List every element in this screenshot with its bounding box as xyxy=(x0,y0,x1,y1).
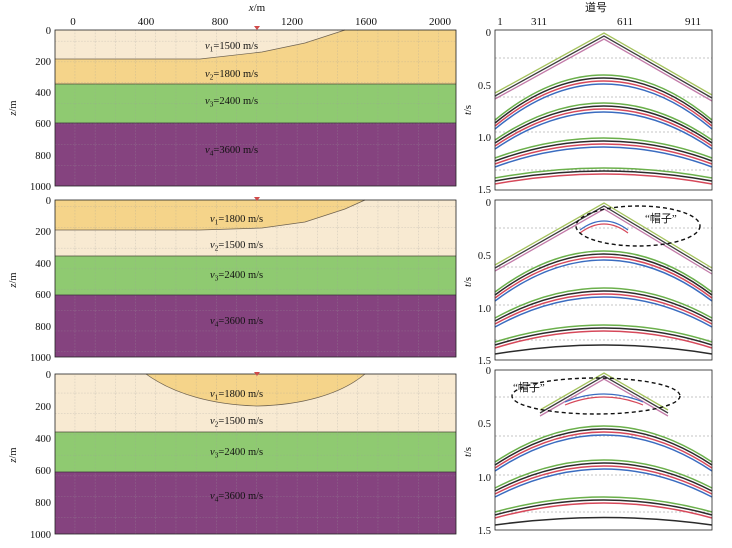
time-tick-label: 0 xyxy=(486,198,491,209)
velocity-label: v2=1500 m/s xyxy=(210,240,263,253)
depth-tick-label: 1000 xyxy=(30,530,51,541)
direct-wave xyxy=(494,32,713,102)
trace-tick-label: 911 xyxy=(685,16,701,28)
frame xyxy=(494,369,713,531)
hat-outline xyxy=(575,205,701,247)
x-axis-title: x/m xyxy=(248,2,266,14)
reflection-events xyxy=(494,425,713,526)
depth-tick-label: 200 xyxy=(35,57,51,68)
depth-tick-label: 400 xyxy=(35,88,51,99)
velocity-label: v3=2400 m/s xyxy=(210,270,263,283)
depth-tick-label: 600 xyxy=(35,290,51,301)
time-axis: 0 0.5 1.0 1.5 t/s xyxy=(463,28,491,196)
grid xyxy=(55,200,456,357)
velocity-label: v2=1800 m/s xyxy=(205,69,258,82)
depth-tick-label: 1000 xyxy=(30,182,51,193)
x-axis-top: x/m 0 400 800 1200 1600 2000 xyxy=(70,2,451,28)
depth-axis-title: z/m xyxy=(8,447,19,463)
velocity-model-1: v1=1500 m/s v2=1800 m/s v3=2400 m/s v4=3… xyxy=(8,26,457,193)
depth-tick-label: 200 xyxy=(35,402,51,413)
frame xyxy=(494,29,713,191)
trace-tick-label: 611 xyxy=(617,16,633,28)
x-tick-label: 1600 xyxy=(355,16,378,28)
depth-tick-label: 800 xyxy=(35,151,51,162)
seismogram-1: 0 0.5 1.0 1.5 t/s xyxy=(463,28,713,196)
time-tick-label: 1.5 xyxy=(478,356,491,367)
x-tick-label: 2000 xyxy=(429,16,452,28)
trace-tick-label: 311 xyxy=(531,16,547,28)
depth-axis: 0 200 400 600 800 1000 z/m xyxy=(8,26,51,193)
depth-tick-label: 800 xyxy=(35,322,51,333)
depth-tick-label: 600 xyxy=(35,119,51,130)
depth-axis: 0 200 400 600 800 1000 z/m xyxy=(8,196,51,364)
hat-outline xyxy=(511,377,681,415)
time-tick-label: 1.0 xyxy=(478,133,491,144)
frame xyxy=(54,29,457,187)
time-tick-label: 1.5 xyxy=(478,185,491,196)
time-tick-label: 1.0 xyxy=(478,304,491,315)
time-tick-label: 1.5 xyxy=(478,526,491,537)
time-tick-label: 0.5 xyxy=(478,81,491,92)
trace-axis-title: 道号 xyxy=(585,0,607,14)
velocity-label: v2=1500 m/s xyxy=(210,416,263,429)
velocity-label: v4=3600 m/s xyxy=(210,316,263,329)
depth-tick-label: 200 xyxy=(35,227,51,238)
depth-tick-label: 0 xyxy=(46,26,51,37)
direct-wave xyxy=(539,372,669,417)
hat-label: “帽子” xyxy=(513,381,545,394)
depth-tick-label: 400 xyxy=(35,259,51,270)
source-marker xyxy=(254,26,260,30)
time-axis-title: t/s xyxy=(463,277,474,287)
time-tick-label: 1.0 xyxy=(478,473,491,484)
depth-axis-title: z/m xyxy=(8,100,19,116)
velocity-model-3: v1=1800 m/s v2=1500 m/s v3=2400 m/s v4=3… xyxy=(8,370,457,541)
depth-tick-label: 600 xyxy=(35,466,51,477)
time-tick-label: 0 xyxy=(486,28,491,39)
frame xyxy=(54,199,457,358)
time-axis: 0 0.5 1.0 1.5 t/s xyxy=(463,198,491,367)
depth-axis: 0 200 400 600 800 1000 z/m xyxy=(8,370,51,541)
x-tick-label: 0 xyxy=(70,16,76,28)
x-tick-label: 1200 xyxy=(281,16,304,28)
seismogram-background xyxy=(495,30,712,190)
hat-event xyxy=(564,393,644,406)
velocity-label: v1=1800 m/s xyxy=(210,389,263,402)
grid xyxy=(55,30,456,186)
depth-tick-label: 800 xyxy=(35,498,51,509)
grid xyxy=(55,374,456,534)
reflection-events xyxy=(494,250,713,355)
seismogram-2: “帽子” 0 0.5 1.0 1.5 t/s xyxy=(463,198,713,367)
hat-label: “帽子” xyxy=(645,212,677,225)
velocity-label: v4=3600 m/s xyxy=(205,145,258,158)
velocity-label: v1=1500 m/s xyxy=(205,41,258,54)
velocity-label: v1=1800 m/s xyxy=(210,214,263,227)
time-axis: 0 0.5 1.0 1.5 t/s xyxy=(463,366,491,537)
time-axis-title: t/s xyxy=(463,447,474,457)
velocity-model-2: v1=1800 m/s v2=1500 m/s v3=2400 m/s v4=3… xyxy=(8,196,457,364)
velocity-label: v3=2400 m/s xyxy=(210,447,263,460)
trace-axis-top: 道号 1 311 611 911 xyxy=(497,0,701,28)
time-tick-label: 0.5 xyxy=(478,251,491,262)
time-tick-label: 0.5 xyxy=(478,419,491,430)
depth-axis-title: z/m xyxy=(8,272,19,288)
depth-tick-label: 0 xyxy=(46,196,51,207)
depth-tick-label: 400 xyxy=(35,434,51,445)
source-marker xyxy=(254,372,260,376)
source-marker xyxy=(254,197,260,201)
x-tick-label: 400 xyxy=(138,16,155,28)
velocity-label: v4=3600 m/s xyxy=(210,491,263,504)
frame xyxy=(494,199,713,361)
hat-event xyxy=(579,220,629,234)
time-axis-title: t/s xyxy=(463,105,474,115)
depth-tick-label: 0 xyxy=(46,370,51,381)
trace-tick-label: 1 xyxy=(497,16,503,28)
time-tick-label: 0 xyxy=(486,366,491,377)
velocity-label: v3=2400 m/s xyxy=(205,96,258,109)
x-tick-label: 800 xyxy=(212,16,229,28)
depth-tick-label: 1000 xyxy=(30,353,51,364)
reflection-events xyxy=(494,74,713,185)
seismogram-3: “帽子” 0 0.5 1.0 1.5 t/s xyxy=(463,366,713,537)
